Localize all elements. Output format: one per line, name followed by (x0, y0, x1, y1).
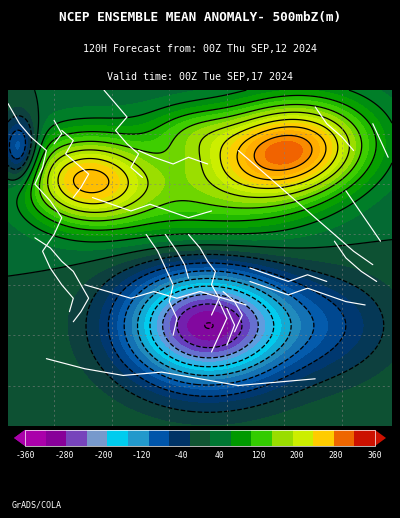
Bar (148, 430, 169, 446)
Bar (87, 430, 108, 446)
Text: 200: 200 (290, 451, 304, 460)
Polygon shape (375, 430, 386, 446)
Text: 120: 120 (251, 451, 266, 460)
Bar (210, 430, 231, 446)
Bar (128, 430, 148, 446)
Text: NCEP ENSEMBLE MEAN ANOMALY- 500mbZ(m): NCEP ENSEMBLE MEAN ANOMALY- 500mbZ(m) (59, 11, 341, 24)
Text: -40: -40 (173, 451, 188, 460)
Text: GrADS/COLA: GrADS/COLA (12, 500, 62, 509)
Bar (46, 430, 66, 446)
Polygon shape (14, 430, 25, 446)
Text: 40: 40 (214, 451, 224, 460)
Polygon shape (14, 430, 25, 446)
Text: -360: -360 (16, 451, 35, 460)
Polygon shape (14, 438, 25, 446)
Text: 280: 280 (329, 451, 343, 460)
Bar (354, 430, 375, 446)
Text: -280: -280 (54, 451, 74, 460)
Bar (190, 430, 210, 446)
Bar (272, 430, 292, 446)
Bar (313, 430, 334, 446)
Bar (25, 430, 46, 446)
Bar (334, 430, 354, 446)
Bar (169, 430, 190, 446)
Bar (66, 430, 87, 446)
Text: Valid time: 00Z Tue SEP,17 2024: Valid time: 00Z Tue SEP,17 2024 (107, 71, 293, 81)
Bar (108, 430, 128, 446)
Bar (231, 430, 252, 446)
Bar (252, 430, 272, 446)
Text: -120: -120 (132, 451, 152, 460)
Text: -200: -200 (93, 451, 113, 460)
Bar (292, 430, 313, 446)
Text: 360: 360 (368, 451, 382, 460)
Text: 120H Forecast from: 00Z Thu SEP,12 2024: 120H Forecast from: 00Z Thu SEP,12 2024 (83, 44, 317, 54)
